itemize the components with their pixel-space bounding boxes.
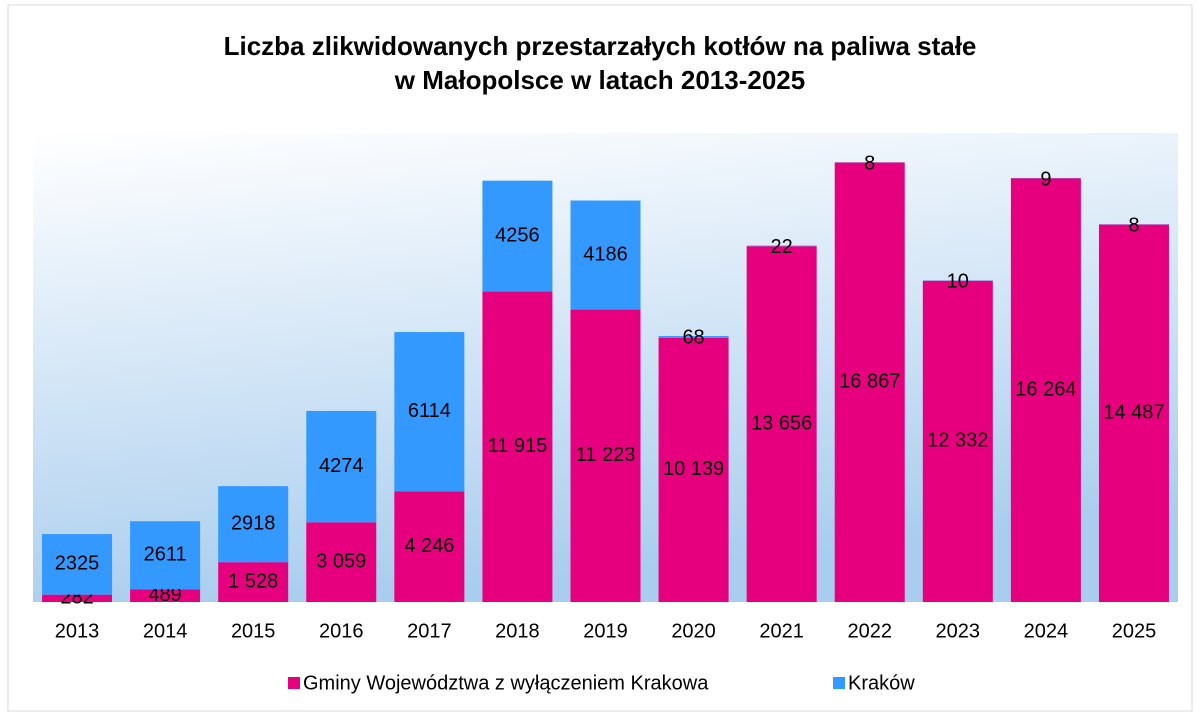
data-label: 4 246 <box>404 535 454 557</box>
data-label: 4274 <box>319 455 364 477</box>
data-label: 68 <box>682 326 704 348</box>
data-label: 10 <box>947 271 969 293</box>
bar-segment <box>746 245 817 247</box>
x-tick-label: 2016 <box>319 620 364 642</box>
data-label: 11 223 <box>576 444 636 466</box>
data-label: 4186 <box>583 243 628 265</box>
x-tick-label: 2021 <box>759 620 804 642</box>
bar-segment <box>1098 224 1169 602</box>
x-tick-label: 2018 <box>495 620 540 642</box>
data-label: 8 <box>864 153 875 175</box>
legend-label: Gminy Województwa z wyłączeniem Krakowa <box>303 672 709 694</box>
bar-segment <box>218 562 289 602</box>
x-tick-label: 2013 <box>55 620 100 642</box>
data-label: 8 <box>1128 215 1139 237</box>
data-label: 2611 <box>144 544 187 566</box>
x-tick-label: 2015 <box>231 620 276 642</box>
data-label: 1 528 <box>228 570 278 592</box>
bar-segment <box>746 246 817 602</box>
bar-segment <box>482 180 553 292</box>
legend-label: Kraków <box>848 672 915 694</box>
data-label: 14 487 <box>1103 402 1164 424</box>
bar-segment <box>570 200 641 310</box>
x-tick-label: 2019 <box>583 620 628 642</box>
data-label: 6114 <box>408 400 451 422</box>
data-label: 2918 <box>231 512 276 534</box>
data-label: 16 867 <box>839 371 900 393</box>
x-tick-label: 2020 <box>671 620 716 642</box>
bar-segment <box>130 521 201 590</box>
bar-segment <box>658 336 729 338</box>
x-tick-label: 2014 <box>143 620 188 642</box>
data-label: 22 <box>771 236 793 258</box>
x-tick-label: 2024 <box>1024 620 1069 642</box>
x-tick-label: 2025 <box>1112 620 1157 642</box>
data-label: 12 332 <box>927 430 988 452</box>
legend-swatch <box>288 677 300 689</box>
bar-segment <box>482 291 553 602</box>
data-label: 13 656 <box>751 412 812 434</box>
data-label: 489 <box>148 584 181 606</box>
bar-segment <box>394 491 465 602</box>
bar-segment <box>42 594 113 602</box>
data-label: 9 <box>1040 168 1051 190</box>
chart-subtitle: w Małopolsce w latach 2013-2025 <box>394 65 805 95</box>
data-label: 10 139 <box>663 458 724 480</box>
bar-segment <box>394 332 465 492</box>
bar-segment <box>42 534 113 595</box>
data-label: 2325 <box>55 553 100 575</box>
bar-segment <box>658 337 729 602</box>
bar-segment <box>834 162 905 603</box>
data-label: 4256 <box>495 224 540 246</box>
bar-segment <box>218 486 289 563</box>
data-label: 11 915 <box>488 435 548 457</box>
chart-title: Liczba zlikwidowanych przestarzałych kot… <box>224 31 977 61</box>
data-label: 16 264 <box>1015 378 1076 400</box>
bar-segment <box>306 522 377 602</box>
x-tick-label: 2022 <box>847 620 892 642</box>
x-tick-label: 2017 <box>407 620 452 642</box>
x-tick-label: 2023 <box>936 620 981 642</box>
data-label: 3 059 <box>316 550 366 572</box>
bar-segment <box>570 309 641 602</box>
bar-segment <box>1010 178 1081 603</box>
legend-swatch <box>833 677 845 689</box>
bar-segment <box>922 280 993 602</box>
bar-segment <box>306 410 377 523</box>
bar-segment <box>130 589 201 602</box>
